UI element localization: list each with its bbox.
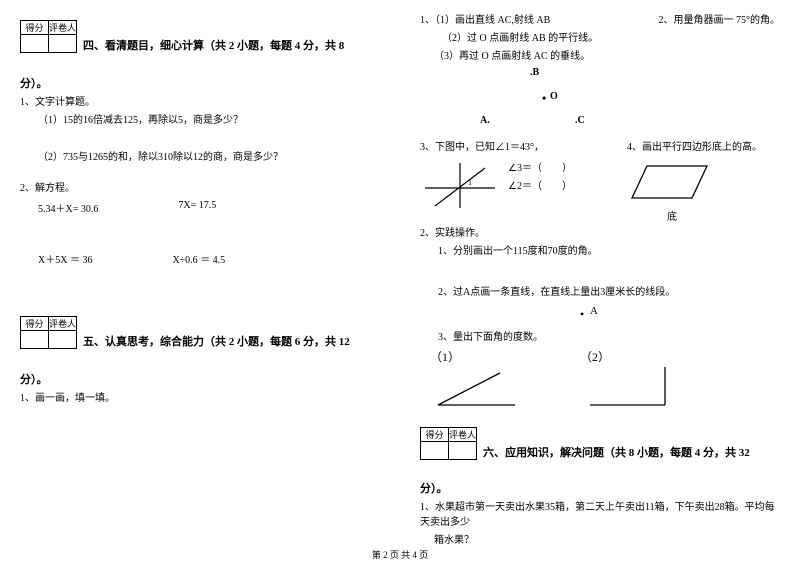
angles-row: （1） （2） bbox=[430, 348, 780, 413]
section-5-title: 五、认真思考，综合能力（共 2 小题，每题 6 分，共 12 bbox=[83, 333, 350, 349]
s6-q1: 1、水果超市第一天卖出水果35箱，第二天上午卖出11箱，下午卖出28箱。平均每天… bbox=[420, 500, 780, 530]
angle-2-fig bbox=[580, 365, 670, 410]
right-column: 1、（1）画出直线 AC,射线 AB （2）过 O 点画射线 AB 的平行线。 … bbox=[400, 0, 800, 540]
a-label: A bbox=[590, 305, 598, 317]
angle-diagram: 1 bbox=[420, 158, 500, 208]
label-o: O bbox=[550, 91, 558, 102]
q3-a3: ∠3＝（ ） bbox=[508, 161, 572, 176]
page-footer: 第 2 页 共 4 页 bbox=[0, 548, 800, 561]
score-label-6: 得分 bbox=[421, 428, 449, 442]
angle-1-fig bbox=[430, 365, 520, 410]
grader-label-6: 评卷人 bbox=[449, 428, 477, 442]
eq4: X÷0.6 ＝ 4.5 bbox=[172, 251, 225, 266]
s6-q1b: 箱水果？ bbox=[434, 533, 780, 548]
angle-2-block: （2） bbox=[580, 348, 670, 413]
s4-q1: 1、文字计算题。 bbox=[20, 95, 380, 110]
score-table-5: 得分评卷人 bbox=[20, 316, 77, 349]
section-6-points: 分）。 bbox=[420, 480, 780, 496]
practice-2: 2、过A点画一条直线，在直线上量出3厘米长的线段。 bbox=[438, 285, 780, 300]
eq3: X＋5X ＝ 36 bbox=[38, 251, 92, 266]
r-l3: （3）再过 O 点画射线 AC 的垂线。 bbox=[434, 49, 598, 64]
r-top-left: 1、（1）画出直线 AC,射线 AB （2）过 O 点画射线 AB 的平行线。 … bbox=[420, 10, 598, 67]
q3-a2: ∠2＝（ ） bbox=[508, 179, 572, 194]
s4-q1b: （2）735与1265的和，除以310除以12的商，商是多少？ bbox=[38, 150, 380, 165]
r-l2: （2）过 O 点画射线 AB 的平行线。 bbox=[442, 31, 598, 46]
q3-content: 1 ∠3＝（ ） ∠2＝（ ） bbox=[420, 158, 607, 208]
s4-q1a: （1）15的16倍减去125，再除以5，商是多少？ bbox=[38, 113, 380, 128]
paren-1: （1） bbox=[430, 348, 520, 365]
practice-1: 1、分别画出一个115度和70度的角。 bbox=[438, 244, 780, 259]
q3-block: 3、下图中，已知∠1＝43°， 1 ∠3＝（ ） ∠2＝（ ） bbox=[420, 137, 607, 223]
score-label-5: 得分 bbox=[21, 317, 49, 331]
practice-title: 2、实践操作。 bbox=[420, 226, 780, 241]
parallelogram bbox=[627, 158, 717, 208]
score-table-4: 得分评卷人 bbox=[20, 20, 77, 53]
s5-q1: 1、画一画，填一填。 bbox=[20, 391, 380, 406]
q3-q4-row: 3、下图中，已知∠1＝43°， 1 ∠3＝（ ） ∠2＝（ ） 4、画出平行四 bbox=[420, 137, 780, 223]
grader-blank-6 bbox=[449, 442, 477, 460]
label-c: .C bbox=[575, 115, 585, 126]
di-label: 底 bbox=[627, 208, 717, 223]
grader-blank bbox=[49, 35, 77, 53]
score-blank-5 bbox=[21, 331, 49, 349]
a-point: • A bbox=[420, 303, 780, 327]
eq-row-1: 5.34＋X= 30.6 7X= 17.5 bbox=[38, 200, 380, 215]
r-l1: 1、（1）画出直线 AC,射线 AB bbox=[420, 13, 598, 28]
points-diagram: .B • O A. .C bbox=[420, 67, 780, 137]
eq1: 5.34＋X= 30.6 bbox=[38, 200, 98, 215]
score-table-6: 得分评卷人 bbox=[420, 427, 477, 460]
section-4-points: 分）。 bbox=[20, 75, 380, 91]
r-top-row: 1、（1）画出直线 AC,射线 AB （2）过 O 点画射线 AB 的平行线。 … bbox=[420, 10, 780, 67]
q3-answers: ∠3＝（ ） ∠2＝（ ） bbox=[508, 158, 572, 208]
score-blank-6 bbox=[421, 442, 449, 460]
paren-2: （2） bbox=[580, 348, 670, 365]
page: 得分评卷人 四、看清题目，细心计算（共 2 小题，每题 4 分，共 8 分）。 … bbox=[0, 0, 800, 540]
q3-title: 3、下图中，已知∠1＝43°， bbox=[420, 140, 607, 155]
label-a: A. bbox=[480, 115, 490, 126]
section-6-header: 得分评卷人 六、应用知识，解决问题（共 8 小题，每题 4 分，共 32 bbox=[420, 427, 780, 460]
grader-label-5: 评卷人 bbox=[49, 317, 77, 331]
label-b: .B bbox=[530, 67, 539, 78]
left-column: 得分评卷人 四、看清题目，细心计算（共 2 小题，每题 4 分，共 8 分）。 … bbox=[0, 0, 400, 540]
q4-block: 4、画出平行四边形底上的高。 底 bbox=[627, 137, 780, 223]
section-4-title: 四、看清题目，细心计算（共 2 小题，每题 4 分，共 8 bbox=[83, 37, 344, 53]
practice-3: 3、量出下面角的度数。 bbox=[438, 330, 780, 345]
dot-o: • bbox=[542, 91, 546, 106]
eq2: 7X= 17.5 bbox=[178, 200, 216, 215]
eq-row-2: X＋5X ＝ 36 X÷0.6 ＝ 4.5 bbox=[38, 251, 380, 266]
section-5-points: 分）。 bbox=[20, 371, 380, 387]
score-label: 得分 bbox=[21, 21, 49, 35]
score-blank bbox=[21, 35, 49, 53]
dot-a: • bbox=[580, 307, 584, 322]
q4-title: 4、画出平行四边形底上的高。 bbox=[627, 140, 780, 155]
s4-q2: 2、解方程。 bbox=[20, 181, 380, 196]
grader-blank-5 bbox=[49, 331, 77, 349]
angle-1-block: （1） bbox=[430, 348, 520, 413]
section-6-title: 六、应用知识，解决问题（共 8 小题，每题 4 分，共 32 bbox=[483, 444, 750, 460]
section-5-header: 得分评卷人 五、认真思考，综合能力（共 2 小题，每题 6 分，共 12 bbox=[20, 316, 380, 349]
r-l1r: 2、用量角器画一 75°的角。 bbox=[659, 13, 781, 64]
svg-text:1: 1 bbox=[468, 178, 472, 187]
section-4-header: 得分评卷人 四、看清题目，细心计算（共 2 小题，每题 4 分，共 8 bbox=[20, 20, 380, 53]
grader-label: 评卷人 bbox=[49, 21, 77, 35]
